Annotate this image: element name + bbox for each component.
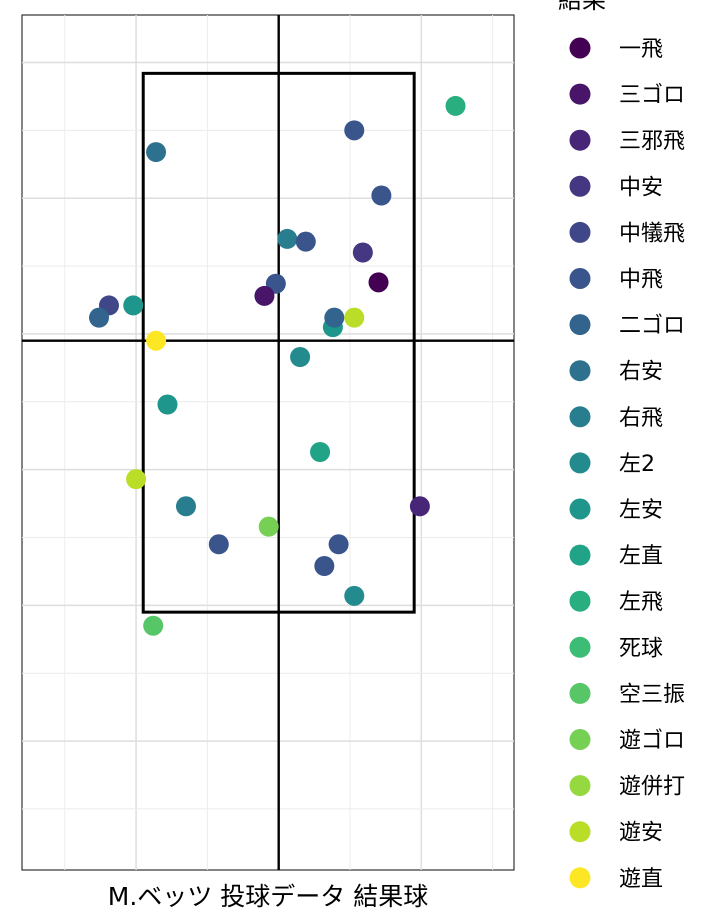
legend-key [569, 37, 591, 59]
data-point [146, 142, 167, 163]
data-point [146, 330, 167, 351]
data-point [314, 556, 335, 576]
legend-key [569, 682, 591, 704]
legend-key [569, 406, 591, 428]
legend-key [569, 175, 591, 197]
legend-key [569, 636, 591, 658]
legend-key [569, 775, 591, 797]
legend-key [569, 867, 591, 889]
grid-lines [22, 15, 514, 870]
legend-label: 右安 [619, 360, 663, 385]
legend-label: 死球 [619, 636, 663, 661]
legend-title: 結果 [558, 0, 606, 14]
data-point [277, 228, 298, 249]
legend-key [569, 729, 591, 750]
legend-label: 左安 [619, 498, 663, 523]
data-point [445, 95, 466, 116]
legend-label: 中安 [619, 175, 663, 200]
data-point [208, 534, 229, 555]
legend-label: 中飛 [619, 268, 663, 293]
data-point [344, 307, 365, 328]
legend-label: 左2 [619, 452, 655, 477]
legend-label: 中犠飛 [619, 221, 685, 246]
legend-key [569, 360, 591, 382]
legend-label: 左直 [619, 544, 663, 569]
plot-area [21, 14, 515, 871]
legend-label: 三ゴロ [619, 83, 685, 108]
legend-label: 二ゴロ [619, 314, 685, 339]
data-point [176, 496, 196, 517]
legend-label: 右飛 [619, 406, 663, 431]
legend-key [569, 544, 591, 566]
data-point [344, 120, 365, 141]
data-point [290, 347, 311, 367]
legend-key [569, 452, 591, 474]
data-point [258, 516, 279, 537]
legend-key [569, 821, 591, 843]
data-point [324, 307, 345, 328]
legend-key [569, 314, 591, 336]
legend-label: 遊ゴロ [619, 729, 685, 754]
data-points [89, 95, 466, 636]
data-point [328, 534, 349, 555]
legend-label: 左飛 [619, 590, 663, 615]
center-lines [22, 15, 514, 870]
data-point [143, 615, 164, 636]
data-point [409, 496, 430, 517]
legend-key [569, 268, 591, 289]
legend-label: 一飛 [619, 37, 663, 62]
data-point [123, 295, 144, 316]
plot-panel [21, 14, 515, 871]
legend-key [569, 590, 591, 612]
data-point [157, 394, 178, 415]
data-point [89, 307, 110, 328]
data-point [254, 285, 275, 306]
data-point [368, 272, 389, 293]
legend-key [569, 129, 591, 151]
legend-label: 遊併打 [619, 775, 685, 800]
data-point [371, 185, 392, 206]
legend-label: 遊安 [619, 821, 663, 846]
legend-key [569, 221, 591, 243]
legend-label: 三邪飛 [619, 129, 685, 154]
data-point [352, 242, 373, 263]
data-point [344, 585, 365, 606]
legend-label: 遊直 [619, 867, 663, 892]
legend-key [569, 498, 591, 520]
data-point [295, 231, 316, 252]
data-point [310, 442, 331, 462]
legend-key [569, 83, 591, 105]
data-point [126, 469, 147, 490]
x-axis-label: M.ベッツ 投球データ 結果球 [108, 882, 428, 911]
legend-label: 空三振 [619, 682, 685, 707]
